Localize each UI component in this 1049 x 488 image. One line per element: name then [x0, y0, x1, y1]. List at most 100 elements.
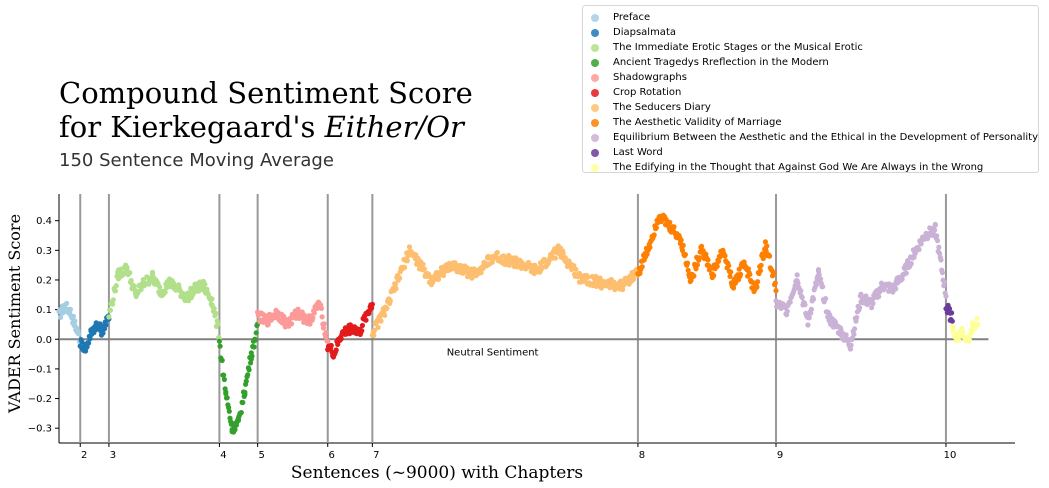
x-tick-label: 10	[944, 450, 957, 461]
data-point	[113, 283, 119, 289]
data-point	[478, 270, 484, 276]
legend-label: Last Word	[613, 147, 663, 158]
data-point	[767, 253, 773, 259]
x-tick-label: 2	[81, 450, 87, 461]
legend-item: Preface	[591, 10, 1038, 25]
data-point	[213, 310, 219, 316]
data-point	[773, 288, 779, 294]
legend-label: The Seducers Diary	[613, 102, 711, 113]
chart-title-line2-italic: Either/Or	[324, 110, 464, 144]
y-tick-label: 0.3	[36, 246, 52, 257]
data-point	[552, 255, 559, 261]
data-point	[816, 271, 822, 278]
x-tick-label: 6	[329, 450, 335, 461]
data-point	[794, 272, 800, 278]
neutral-sentiment-label: Neutral Sentiment	[447, 347, 539, 358]
data-point	[223, 391, 229, 397]
data-point	[253, 330, 259, 336]
data-point	[810, 296, 817, 302]
data-point	[501, 253, 507, 259]
data-point	[691, 273, 697, 279]
legend-item: Crop Rotation	[591, 85, 1038, 100]
data-point	[738, 271, 744, 277]
data-point	[67, 306, 73, 312]
data-point	[140, 277, 146, 283]
data-point	[682, 251, 689, 258]
chart-title-line1: Compound Sentiment Score	[59, 76, 473, 110]
legend-marker	[591, 118, 599, 127]
legend-label: The Edifying in the Thought that Against…	[613, 162, 984, 173]
legend-marker	[591, 148, 599, 157]
data-point	[393, 286, 399, 292]
data-point	[852, 326, 858, 332]
data-point	[937, 251, 943, 257]
data-point	[943, 293, 949, 299]
data-point	[918, 241, 924, 247]
data-point	[369, 301, 375, 307]
data-point	[772, 280, 778, 286]
data-point	[854, 314, 860, 321]
data-point	[311, 310, 317, 316]
data-point	[805, 322, 811, 328]
data-point	[226, 408, 232, 414]
y-tick-label: −0.1	[28, 364, 52, 375]
data-point	[215, 321, 221, 327]
data-point	[371, 327, 378, 333]
data-point	[110, 297, 116, 303]
data-point	[318, 305, 324, 311]
data-point	[736, 266, 742, 272]
data-point	[893, 286, 899, 292]
data-point	[758, 262, 764, 268]
data-point	[808, 306, 815, 312]
data-point	[333, 347, 339, 353]
data-point	[436, 276, 442, 282]
data-point	[138, 286, 144, 293]
legend-item: Diapsalmata	[591, 25, 1038, 40]
chart-title-line2-prefix: for Kierkegaard's	[59, 110, 325, 144]
series-6	[325, 301, 375, 360]
data-point	[221, 376, 227, 383]
legend-label: Ancient Tragedys Rreflection in the Mode…	[613, 57, 829, 68]
data-point	[64, 300, 70, 306]
data-point	[128, 278, 134, 284]
data-point	[110, 301, 116, 307]
data-point	[319, 314, 325, 320]
data-point	[912, 250, 919, 256]
data-point	[232, 427, 238, 433]
data-point	[335, 341, 341, 347]
data-point	[240, 399, 246, 406]
data-point	[84, 344, 90, 350]
data-point	[573, 266, 579, 272]
data-point	[289, 321, 295, 327]
data-point	[323, 334, 329, 340]
data-point	[806, 315, 812, 321]
y-tick-label: 0.0	[36, 335, 52, 346]
data-point	[246, 367, 252, 373]
data-point	[72, 318, 78, 324]
data-point	[464, 265, 470, 271]
data-point	[820, 284, 826, 290]
data-point	[916, 246, 922, 253]
legend-label: The Aesthetic Validity of Marriage	[613, 117, 782, 128]
series-11	[949, 316, 981, 344]
data-point	[771, 270, 777, 276]
data-point	[699, 243, 705, 249]
data-point	[647, 244, 653, 250]
x-tick-label: 9	[777, 450, 783, 461]
data-point	[127, 270, 133, 276]
data-point	[858, 291, 864, 297]
data-point	[86, 340, 92, 346]
legend-label: Diapsalmata	[613, 27, 676, 38]
data-point	[946, 306, 953, 312]
legend-label: The Immediate Erotic Stages or the Music…	[613, 42, 863, 53]
data-point	[371, 332, 377, 338]
data-point	[969, 329, 975, 335]
data-point	[245, 372, 251, 378]
data-point	[714, 263, 720, 269]
data-point	[787, 299, 793, 305]
y-axis-label: VADER Sentiment Score	[5, 214, 24, 414]
legend-label: Crop Rotation	[613, 87, 682, 98]
data-point	[899, 276, 905, 282]
data-point	[932, 222, 938, 228]
